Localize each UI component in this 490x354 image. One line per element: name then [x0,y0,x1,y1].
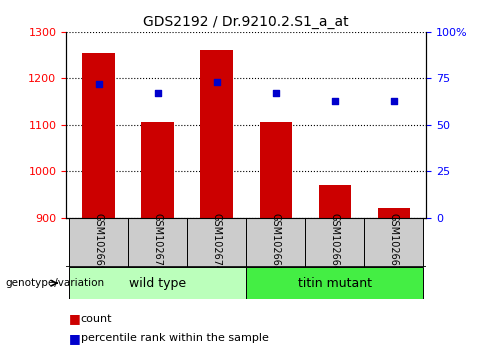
Text: GSM102674: GSM102674 [212,213,221,272]
Text: ■: ■ [69,312,80,325]
Point [213,79,220,85]
Text: titin mutant: titin mutant [298,277,372,290]
Bar [378,209,410,218]
Point [331,98,339,103]
Title: GDS2192 / Dr.9210.2.S1_a_at: GDS2192 / Dr.9210.2.S1_a_at [144,16,349,29]
Text: genotype/variation: genotype/variation [5,278,104,288]
Text: count: count [81,314,112,324]
Bar [69,218,128,267]
Bar [364,218,423,267]
Bar [318,185,351,218]
Text: wild type: wild type [129,277,186,290]
Bar [246,218,305,267]
Bar [246,267,423,299]
Point [390,98,398,103]
Bar [305,218,364,267]
Bar [260,122,292,218]
Bar [200,50,233,218]
Point [272,90,280,96]
Text: GSM102666: GSM102666 [330,213,340,272]
Text: GSM102669: GSM102669 [94,213,103,272]
Bar [142,122,174,218]
Bar [82,53,115,218]
Text: GSM102671: GSM102671 [153,213,163,272]
Text: GSM102667: GSM102667 [389,213,399,272]
Point [154,90,162,96]
Text: percentile rank within the sample: percentile rank within the sample [81,333,269,343]
Bar [187,218,246,267]
Text: ■: ■ [69,332,80,344]
Bar [128,218,187,267]
Text: GSM102665: GSM102665 [271,213,281,272]
Point [95,81,102,87]
Bar [69,267,246,299]
